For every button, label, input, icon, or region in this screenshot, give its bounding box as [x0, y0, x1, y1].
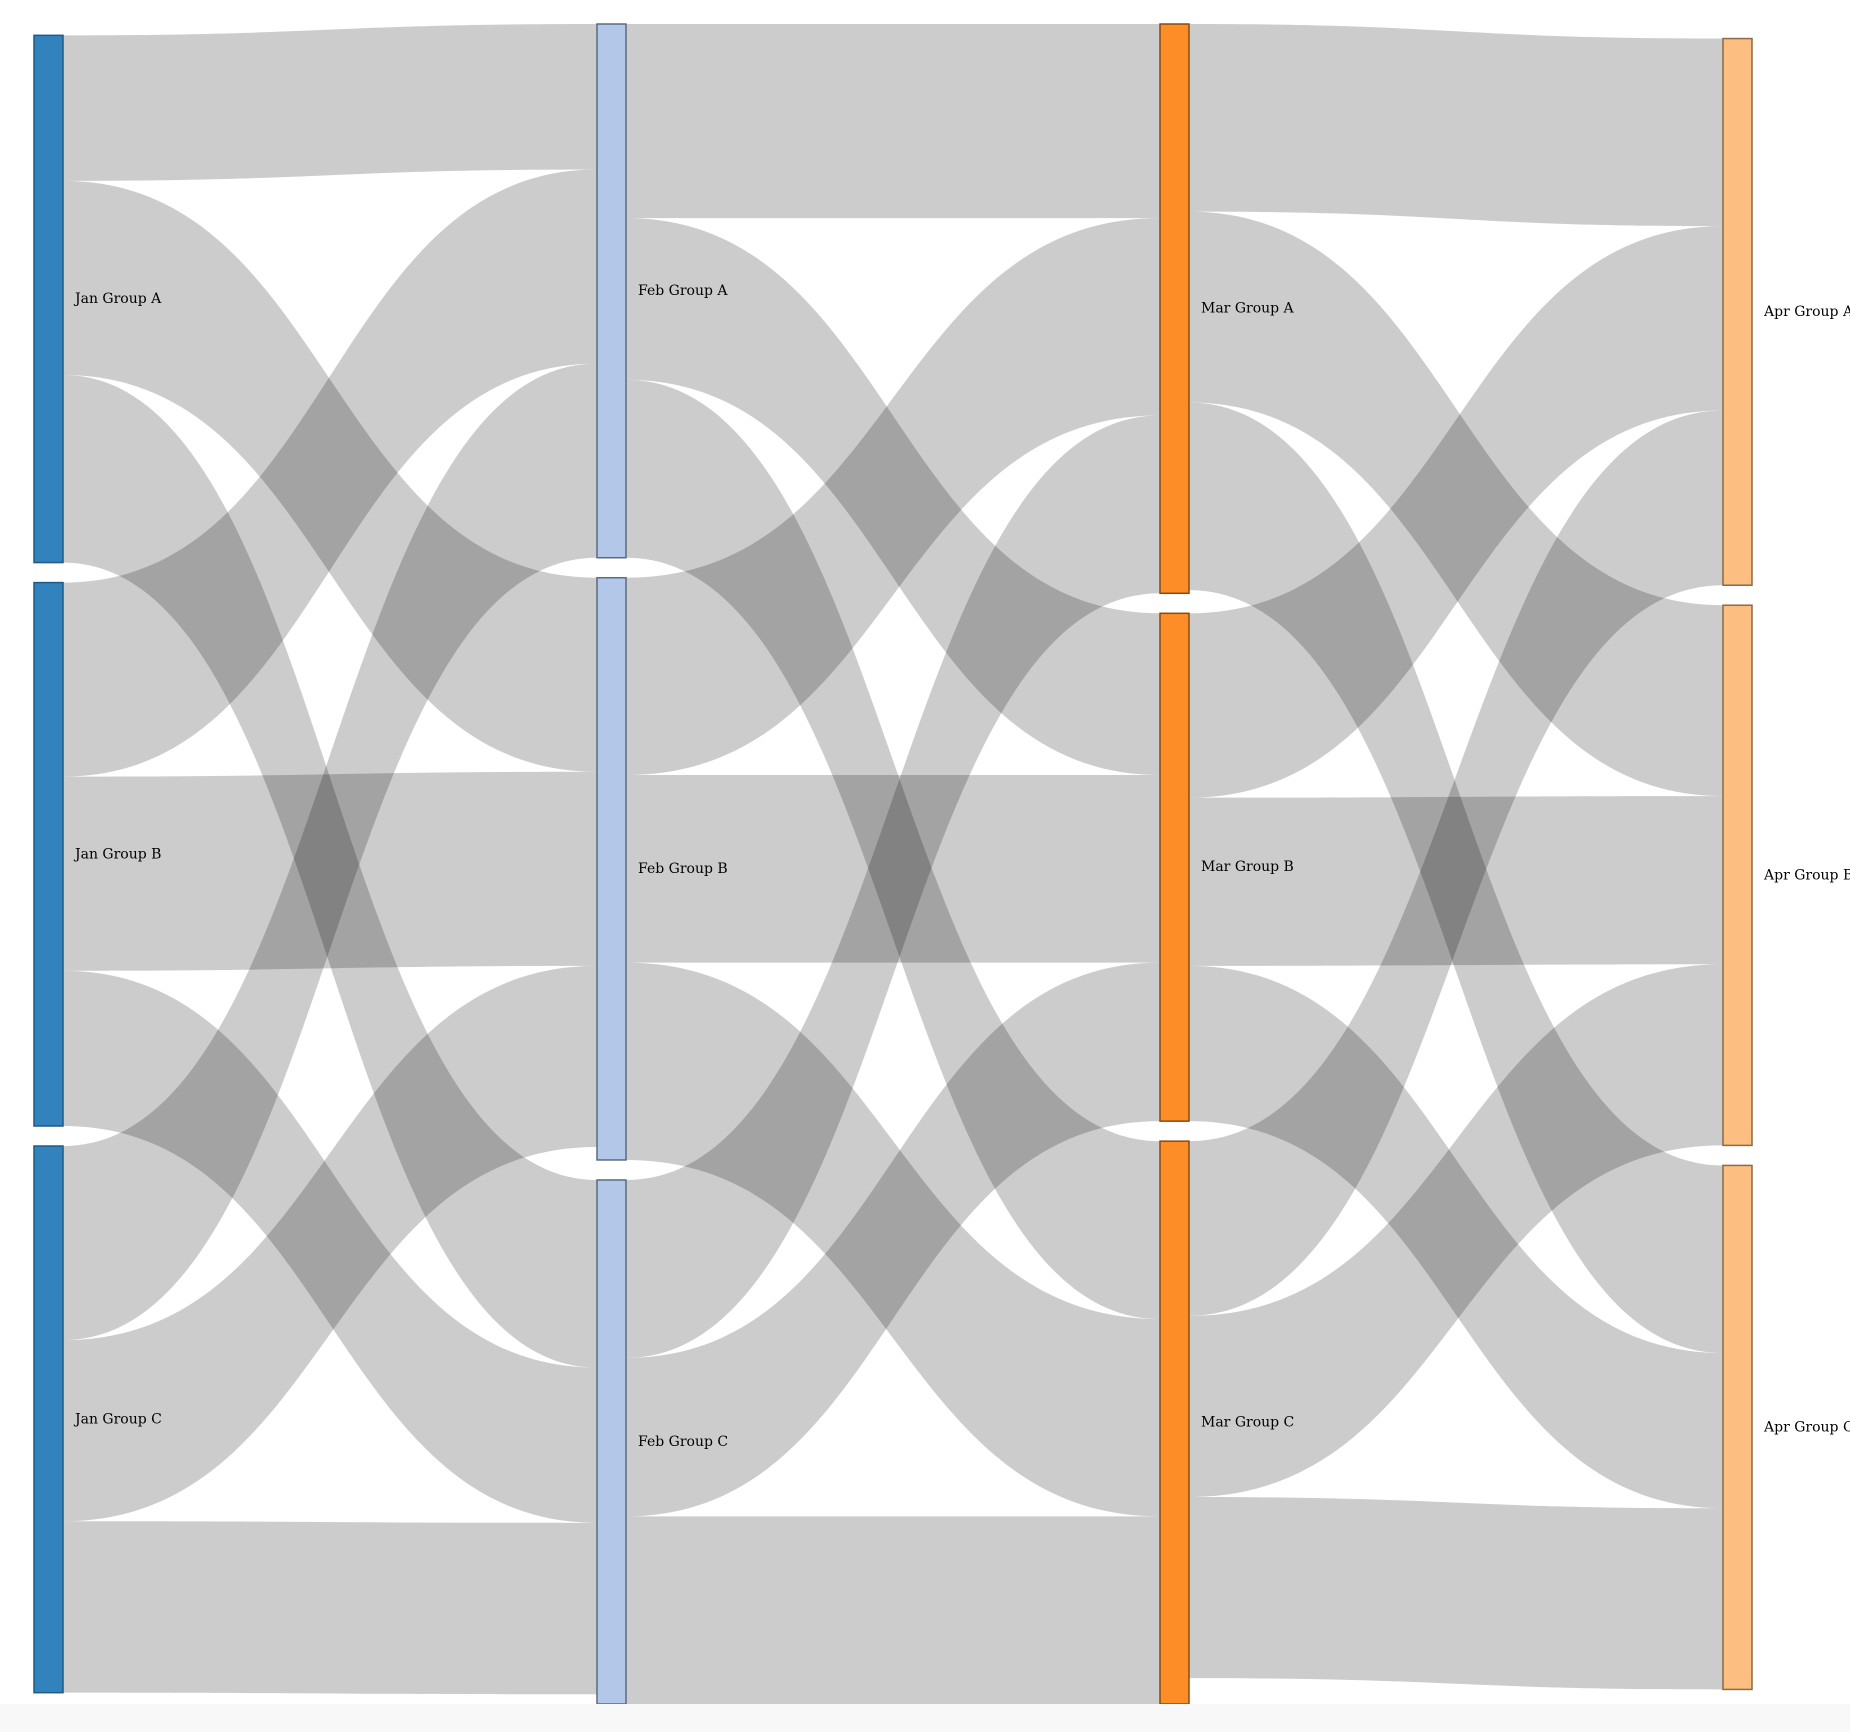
link-jan_a-feb_a [63, 24, 597, 181]
link-mar_c-apr_c [1189, 1497, 1723, 1689]
node-apr_a[interactable] [1723, 39, 1752, 586]
node-label-jan_b: Jan Group B [73, 846, 161, 862]
node-jan_b[interactable] [34, 583, 63, 1126]
bottom-band [0, 1704, 1850, 1732]
link-feb_c-mar_c [626, 1516, 1160, 1704]
node-jan_c[interactable] [34, 1146, 63, 1693]
node-label-mar_c: Mar Group C [1201, 1415, 1294, 1431]
node-feb_c[interactable] [597, 1180, 626, 1704]
node-label-feb_b: Feb Group B [638, 861, 728, 877]
links-layer [63, 24, 1723, 1704]
link-feb_a-mar_a [626, 24, 1160, 218]
link-jan_c-feb_c [63, 1521, 597, 1694]
node-feb_b[interactable] [597, 578, 626, 1160]
node-label-apr_c: Apr Group C [1763, 1419, 1850, 1435]
node-label-feb_a: Feb Group A [638, 283, 728, 299]
node-mar_a[interactable] [1160, 24, 1189, 593]
node-label-jan_a: Jan Group A [73, 291, 162, 307]
node-mar_b[interactable] [1160, 613, 1189, 1121]
node-label-feb_c: Feb Group C [638, 1434, 728, 1450]
node-label-apr_b: Apr Group B [1763, 867, 1850, 883]
node-apr_b[interactable] [1723, 605, 1752, 1145]
node-label-mar_b: Mar Group B [1201, 859, 1294, 875]
node-jan_a[interactable] [34, 35, 63, 562]
node-apr_c[interactable] [1723, 1165, 1752, 1689]
link-mar_a-apr_a [1189, 24, 1723, 226]
node-mar_c[interactable] [1160, 1141, 1189, 1704]
node-label-jan_c: Jan Group C [73, 1411, 162, 1427]
node-label-mar_a: Mar Group A [1201, 301, 1295, 317]
node-feb_a[interactable] [597, 24, 626, 558]
node-label-apr_a: Apr Group A [1763, 304, 1850, 320]
